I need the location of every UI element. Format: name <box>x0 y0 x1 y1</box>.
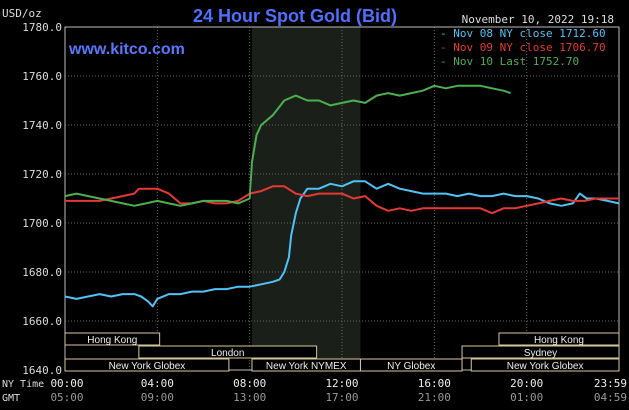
y-axis-ticks: 1780.0 1760.0 1740.0 1720.0 1700.0 1680.0 1660… <box>22 21 62 377</box>
y-tick-label: 1740.0 <box>22 119 62 132</box>
session-label: Hong Kong <box>87 335 137 346</box>
session-label: New York Globex <box>507 361 584 372</box>
x-tick-label: 08:00 <box>233 377 266 390</box>
legend-entry: - Nov 08 NY close 1712.60 <box>440 27 606 40</box>
chart-timestamp: November 10, 2022 19:18 <box>462 13 614 26</box>
y-tick-label: 1680.0 <box>22 266 62 279</box>
session-bar <box>138 345 318 359</box>
time-row-label: NY Time <box>2 379 44 390</box>
series-lines <box>64 84 620 308</box>
series-line <box>64 180 620 308</box>
market-sessions: Hong Kong London New York Globex New York N… <box>64 332 620 372</box>
x-tick-label: 09:00 <box>141 391 174 404</box>
legend: - Nov 08 NY close 1712.60- Nov 09 NY clo… <box>440 27 606 68</box>
session-label: London <box>211 348 244 359</box>
time-row-label: GMT <box>2 393 20 404</box>
kitco-watermark: www.kitco.com <box>68 41 185 58</box>
session-label: Sydney <box>524 348 557 359</box>
session-label: NY Globex <box>387 361 435 372</box>
y-tick-label: 1760.0 <box>22 70 62 83</box>
session-bar <box>470 358 620 372</box>
legend-entry: - Nov 10 Last 1752.70 <box>440 55 579 68</box>
y-axis-label: USD/oz <box>2 7 42 20</box>
session-bar <box>498 332 620 346</box>
session-label: New York Globex <box>109 361 186 372</box>
session-label: New York NYMEX <box>266 361 347 372</box>
x-axis-ticks: NY Time 00:00 04:00 08:00 12:00 16:00 20:00 23:… <box>2 377 627 404</box>
x-tick-label: 12:00 <box>325 377 358 390</box>
y-tick-label: 1720.0 <box>22 168 62 181</box>
session-bar <box>359 358 463 372</box>
x-tick-label: 23:59 <box>594 377 627 390</box>
session-label: Hong Kong <box>534 335 584 346</box>
x-tick-label: 20:00 <box>510 377 543 390</box>
y-tick-label: 1660.0 <box>22 315 62 328</box>
x-tick-label: 04:00 <box>141 377 174 390</box>
legend-entry: - Nov 09 NY close 1706.70 <box>440 41 606 54</box>
x-tick-label: 01:00 <box>510 391 543 404</box>
y-tick-label: 1700.0 <box>22 217 62 230</box>
x-tick-label: 00:00 <box>50 377 83 390</box>
x-tick-label: 21:00 <box>418 391 451 404</box>
nymex-session-highlight <box>251 27 361 370</box>
x-tick-label: 05:00 <box>50 391 83 404</box>
session-bar <box>64 358 230 372</box>
y-tick-label: 1780.0 <box>22 21 62 34</box>
series-line <box>65 185 619 215</box>
session-bar <box>64 332 161 346</box>
series-line <box>64 84 511 207</box>
chart-title: 24 Hour Spot Gold (Bid) <box>193 6 397 26</box>
x-tick-label: 16:00 <box>418 377 451 390</box>
session-bar <box>461 345 620 359</box>
x-tick-label: 17:00 <box>325 391 358 404</box>
x-tick-label: 04:59 <box>594 391 627 404</box>
x-tick-label: 13:00 <box>233 391 266 404</box>
y-tick-label: 1640.0 <box>22 364 62 377</box>
